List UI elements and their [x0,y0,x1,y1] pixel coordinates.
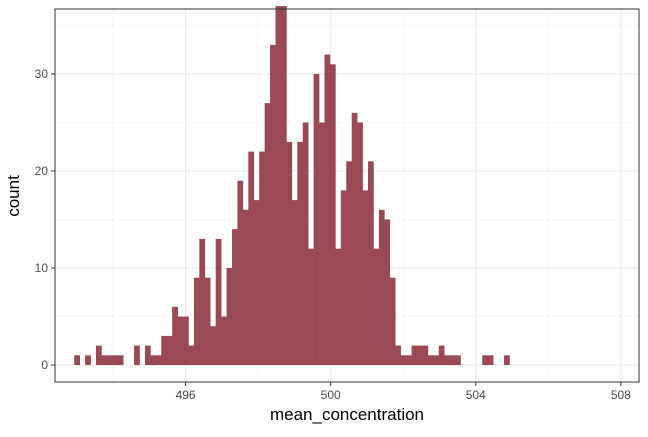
histogram-bar [188,345,195,366]
histogram-bar [74,355,80,366]
histogram-bar [226,268,233,366]
x-tick-label: 508 [611,388,631,402]
histogram-bar [275,6,282,366]
histogram-bar [259,151,265,366]
histogram-bar [248,151,255,366]
histogram-bar [144,345,151,366]
histogram-bar [117,355,124,366]
histogram-bar [95,345,102,366]
histogram-bar [389,277,396,366]
histogram-bar [204,277,211,366]
histogram-bar [199,238,206,366]
histogram-bar [395,345,401,366]
histogram-bar [482,355,489,366]
histogram-bar [319,122,325,366]
histogram-bar [335,248,342,366]
histogram-bar [417,345,423,366]
histogram-bar [150,355,157,366]
histogram-bar [340,190,347,366]
histogram-bar [487,355,494,366]
histogram-bar [101,355,108,366]
histogram-bar [302,122,309,366]
histogram-bar [134,345,140,366]
histogram-bar [291,200,298,366]
histogram-bar [308,248,314,366]
histogram-bar [237,180,244,366]
y-tick-label: 30 [35,67,49,81]
histogram-bar [280,6,287,366]
histogram-bar [85,355,91,366]
histogram-bar [242,209,249,366]
histogram-bar [444,355,450,366]
histogram-bar [286,141,293,366]
histogram-bar [433,355,440,366]
x-tick-label: 504 [466,388,486,402]
histogram-bar [455,355,461,366]
histogram-bar [215,238,222,366]
x-axis-title: mean_concentration [270,405,424,424]
histogram-bar [384,219,391,366]
histogram-bar [504,355,510,366]
histogram-bar [193,277,200,366]
y-axis-title: count [4,175,23,217]
histogram-bar [161,335,168,366]
histogram-bar [400,355,407,366]
histogram-bar [253,200,260,366]
histogram-bar [183,316,189,366]
histogram-bar [172,306,178,366]
histogram-bar [166,335,173,366]
histogram-bar [155,355,162,366]
histogram-bar [313,74,320,366]
histogram-bar [411,345,418,366]
histogram-bar [368,161,374,366]
histogram-bar [422,345,429,366]
y-tick-label: 10 [35,261,49,275]
histogram-bar [427,355,434,366]
histogram-bar [362,190,369,366]
histogram-bar [297,141,304,366]
x-tick-label: 496 [176,388,196,402]
histogram-bar [449,355,456,366]
y-tick-label: 0 [41,358,48,372]
histogram-bar [264,103,271,366]
histogram-bar [210,326,216,366]
histogram-bar [221,316,227,366]
histogram-bar [378,209,385,366]
histogram-bar [373,248,380,366]
histogram-bar [112,355,119,366]
bars-layer [74,6,510,366]
axis-layer: 496 500 504 508 0 10 20 30 [35,67,632,402]
histogram-bar [329,64,336,366]
histogram-bar [357,122,363,366]
histogram-bar [324,54,331,366]
x-tick-label: 500 [321,388,341,402]
histogram-bar [106,355,113,366]
plot-panel-border [54,8,640,383]
histogram-bar [406,355,412,366]
histogram-bar [232,229,238,366]
histogram-bar [438,345,445,366]
histogram-bar [346,161,353,366]
y-tick-label: 20 [35,164,49,178]
histogram-bar [351,112,358,366]
histogram-bar [270,44,276,366]
histogram-bar [177,316,184,366]
